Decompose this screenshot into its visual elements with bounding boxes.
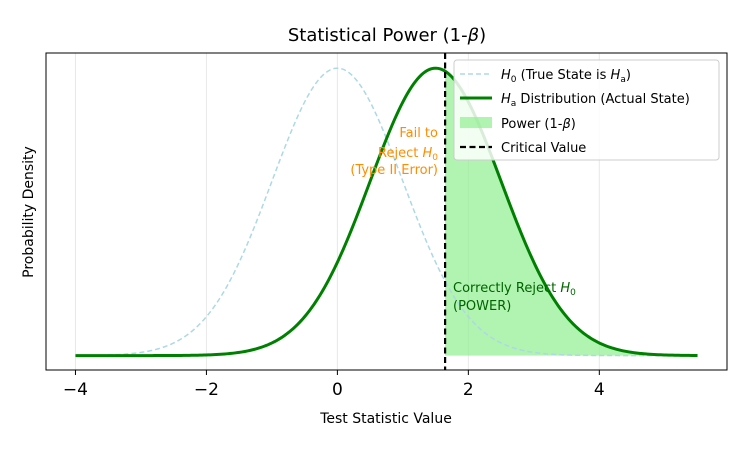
x-tick-label: 4 (594, 380, 605, 400)
y-axis-label: Probability Density (21, 146, 37, 278)
legend-critical-label: Critical Value (501, 141, 586, 156)
x-axis-ticks: −4 −2 0 2 4 (63, 370, 605, 400)
plot-frame (45, 52, 728, 371)
chart-title: Statistical Power (1-β) (288, 25, 486, 46)
x-tick-label: −2 (194, 380, 219, 400)
legend-power-label: Power (1-β) (501, 117, 576, 132)
fail-to-reject-annotation: Fail to Reject H0 (Type II Error) (350, 126, 438, 178)
power-annotation-line1: Correctly Reject H0 (453, 281, 576, 298)
x-tick-label: 0 (332, 380, 343, 400)
h0-distribution-curve (75, 67, 698, 357)
x-axis-label: Test Statistic Value (319, 411, 452, 427)
fail-annotation-line3: (Type II Error) (350, 163, 438, 178)
x-tick-label: −4 (63, 380, 88, 400)
legend-ha-label: Ha Distribution (Actual State) (501, 92, 690, 109)
legend-h0-label: H0 (True State is Ha) (501, 68, 631, 85)
power-annotation: Correctly Reject H0 (POWER) (453, 281, 576, 314)
power-annotation-line2: (POWER) (453, 299, 511, 314)
legend: H0 (True State is Ha) Ha Distribution (A… (453, 59, 720, 161)
ha-distribution-curve (75, 66, 698, 358)
x-tick-label: 2 (463, 380, 474, 400)
legend-power-swatch (460, 117, 492, 128)
power-shaded-area (445, 71, 698, 356)
fail-annotation-line2: Reject H0 (378, 146, 438, 163)
fail-annotation-line1: Fail to (399, 126, 438, 141)
legend-box (453, 59, 720, 161)
